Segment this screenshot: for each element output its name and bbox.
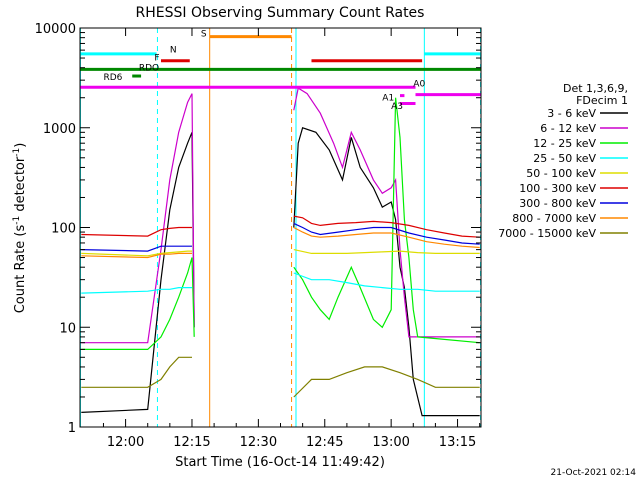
x-tick-label: 12:15 (173, 435, 210, 450)
series-line-6-12kev-pre (81, 93, 195, 344)
x-axis-label: Start Time (16-Oct-14 11:49:42) (175, 455, 385, 470)
y-tick-label: 10000 (35, 22, 76, 37)
flag-label-f: F (154, 53, 159, 63)
series-line-7000-15000kev-pre (81, 356, 192, 388)
series-line-12-25kev-post (293, 97, 480, 344)
legend-title-line: Det 1,3,6,9, (563, 82, 628, 95)
legend-entry-label: 6 - 12 keV (540, 122, 596, 135)
legend-entry-label: 12 - 25 keV (533, 137, 596, 150)
series-line-300-800kev-post (293, 222, 480, 245)
series-line-25-50kev-pre (81, 287, 192, 294)
series-line-800-7000kev-pre (81, 252, 192, 259)
y-axis-label-main: Count Rate (s (13, 225, 28, 314)
series-line-50-100kev-post (293, 249, 480, 254)
y-axis-label-end: ) (13, 143, 28, 148)
y-axis-label: Count Rate (s-1 detector-1) (12, 143, 28, 314)
series-line-800-7000kev-post (293, 226, 480, 249)
legend-entry-label: 25 - 50 keV (533, 152, 596, 165)
series-line-300-800kev-pre (81, 245, 192, 252)
y-axis-label-exp2: -1 (12, 148, 22, 157)
legend-entry-label: 50 - 100 keV (526, 167, 596, 180)
y-tick-label: 10 (59, 321, 76, 336)
legend-entry-label: 300 - 800 keV (519, 197, 596, 210)
y-axis-label-exp: -1 (12, 216, 22, 225)
legend: Det 1,3,6,9,FDecim 13 - 6 keV 6 - 12 keV 1… (498, 82, 628, 240)
y-tick-label: 1000 (43, 122, 76, 137)
series-line-50-100kev-pre (81, 250, 192, 257)
x-tick-label: 12:00 (107, 435, 144, 450)
footer-date: 21-Oct-2021 02:14 (551, 468, 637, 478)
series-line-3-6kev-pre (81, 132, 195, 413)
legend-entry-label: 100 - 300 keV (519, 182, 596, 195)
series-line-100-300kev-post (293, 215, 480, 238)
x-tick-label: 12:30 (240, 435, 277, 450)
series-line-3-6kev-post (293, 127, 480, 417)
legend-title-line: FDecim 1 (576, 94, 628, 107)
flag-label-a0: A0 (413, 79, 425, 89)
legend-entry-label: 3 - 6 keV (547, 107, 596, 120)
series-line-12-25kev-pre (81, 257, 195, 350)
y-tick-label: 100 (51, 222, 76, 237)
series-line-100-300kev-pre (81, 226, 192, 237)
series-line-7000-15000kev-post (293, 366, 480, 398)
x-tick-label: 12:45 (306, 435, 343, 450)
flag-label-rdo: RDO (139, 64, 159, 74)
flag-label-a3: A3 (391, 102, 403, 112)
legend-entry-label: 800 - 7000 keV (512, 212, 596, 225)
y-axis-label-mid: detector (13, 156, 28, 216)
legend-entry-label: 7000 - 15000 keV (498, 227, 596, 240)
flag-label-s: S (201, 30, 207, 40)
chart-title: RHESSI Observing Summary Count Rates (136, 5, 425, 21)
flag-label-rd6: RD6 (103, 73, 122, 83)
x-axis: 12:00 12:15 12:30 12:45 13:00 13:15 (102, 28, 481, 450)
flag-label-a1: A1 (382, 94, 394, 104)
x-tick-label: 13:15 (439, 435, 476, 450)
flag-label-n: N (170, 46, 177, 56)
y-tick-label: 1 (68, 421, 76, 436)
x-tick-label: 13:00 (372, 435, 409, 450)
series-line-25-50kev-post (293, 272, 480, 292)
series-line-6-12kev-post (293, 87, 480, 338)
y-axis: 1 10 100 1000 10000 (35, 22, 481, 436)
